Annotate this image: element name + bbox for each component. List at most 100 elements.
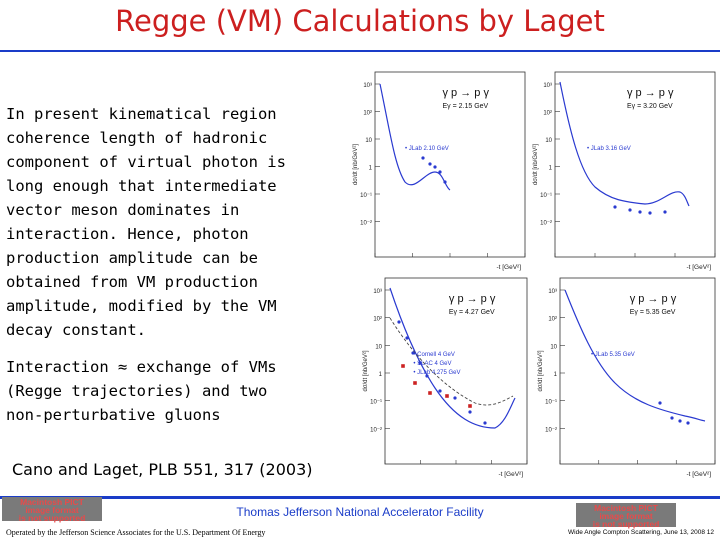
legend-entry: • JLab 3.16 GeV: [587, 146, 631, 152]
y-axis-label: dσ/dt [nb/GeV²]: [363, 350, 369, 391]
model-curve: [564, 289, 706, 422]
pict-line: is not supported: [592, 519, 660, 529]
y-tick-label: 10⁻²: [545, 427, 557, 433]
footer-operated-by: Operated by the Jefferson Science Associ…: [6, 528, 266, 537]
x-axis-label: -t [GeV²]: [498, 471, 523, 478]
y-axis-label: dσ/dt [nb/GeV²]: [538, 350, 544, 391]
unsupported-image-placeholder-right: Macintosh PICT image format is not suppo…: [576, 503, 676, 529]
y-tick-label: 1: [554, 372, 558, 378]
unsupported-image-placeholder-left: Macintosh PICT image format is not suppo…: [2, 497, 102, 523]
body-line: non-perturbative gluons: [6, 406, 221, 424]
legend-entry: • JLab 2.10 GeV: [405, 146, 449, 152]
body-line: decay constant.: [6, 321, 146, 339]
body-line: vector meson dominates in: [6, 201, 240, 219]
data-point: [628, 208, 632, 212]
pict-line: is not supported: [18, 513, 86, 523]
y-tick-label: 10²: [543, 111, 552, 117]
data-point-cornell: [445, 394, 449, 398]
body-line: Interaction ≈ exchange of VMs: [6, 358, 277, 376]
body-line: component of virtual photon is: [6, 153, 286, 171]
model-curve-dashed: [389, 317, 514, 406]
x-axis-label: -t [GeV²]: [496, 264, 521, 271]
pict-line: image format: [599, 511, 653, 521]
y-tick-label: 10: [375, 344, 382, 350]
y-tick-label: 10²: [548, 317, 557, 323]
data-point: [433, 165, 437, 169]
model-curve: [389, 287, 516, 429]
pict-line: Macintosh PICT: [594, 503, 658, 513]
cross-section-plots: 10³ 10² 10 1 10⁻¹ 10⁻² -t [GeV²] dσ/dt [nb/GeV²…: [345, 66, 720, 496]
body-line: amplitude, modified by the VM: [6, 297, 277, 315]
data-point: [670, 416, 674, 420]
legend-entry: • Cornell 4 GeV: [413, 352, 454, 358]
y-tick-label: 10⁻¹: [370, 400, 382, 406]
y-tick-label: 10: [365, 138, 372, 144]
y-tick-label: 10⁻²: [540, 221, 552, 227]
data-point: [425, 374, 429, 378]
y-tick-label: 10⁻²: [360, 221, 372, 227]
model-curve: [379, 83, 451, 191]
citation: Cano and Laget, PLB 551, 317 (2003): [12, 460, 313, 479]
model-curve: [559, 81, 690, 207]
data-point: [663, 210, 667, 214]
data-point: [686, 421, 690, 425]
y-tick-label: 10²: [363, 111, 372, 117]
data-point: [658, 401, 662, 405]
data-point: [411, 351, 415, 355]
y-tick-label: 10: [545, 138, 552, 144]
energy-label: Eγ = 4.27 GeV: [449, 309, 495, 316]
energy-label: Eγ = 5.35 GeV: [630, 309, 676, 316]
reaction-label: γ p → p γ: [449, 293, 496, 305]
y-tick-label: 10⁻¹: [540, 193, 552, 199]
y-tick-label: 10³: [543, 83, 552, 89]
data-point-cornell: [413, 381, 417, 385]
reaction-label: γ p → p γ: [627, 87, 674, 99]
plot-frame: [554, 71, 716, 258]
y-tick-label: 1: [369, 166, 373, 172]
body-line: obtained from VM production: [6, 273, 258, 291]
data-point-cornell: [401, 364, 405, 368]
slide-title: Regge (VM) Calculations by Laget: [115, 4, 605, 38]
body-line: long enough that intermediate: [6, 177, 277, 195]
reaction-label: γ p → p γ: [630, 293, 677, 305]
data-point-cornell: [468, 404, 472, 408]
y-axis-label: dσ/dt [nb/GeV²]: [533, 144, 539, 185]
data-point: [638, 210, 642, 214]
body-line: production amplitude can be: [6, 249, 258, 267]
body-line: (Regge trajectories) and two: [6, 382, 268, 400]
legend-entry: • JLab 4.275 GeV: [413, 370, 460, 376]
body-line: coherence length of hadronic: [6, 129, 268, 147]
body-line: interaction. Hence, photon: [6, 225, 249, 243]
data-point: [648, 211, 652, 215]
energy-label: Eγ = 2.15 GeV: [443, 103, 489, 110]
data-point: [468, 410, 472, 414]
data-point: [405, 336, 409, 340]
footer-lab-name: Thomas Jefferson National Accelerator Fa…: [236, 505, 484, 519]
plot-frame: [559, 277, 716, 465]
data-point: [483, 421, 487, 425]
legend-entry: • SLAC 4 GeV: [413, 361, 451, 367]
plots-svg: 10³ 10² 10 1 10⁻¹ 10⁻² -t [GeV²] dσ/dt [nb/GeV²…: [353, 71, 716, 478]
pict-line: image format: [25, 505, 79, 515]
energy-label: Eγ = 3.20 GeV: [627, 103, 673, 110]
data-point: [678, 419, 682, 423]
data-point: [613, 205, 617, 209]
title-underline: [0, 50, 720, 52]
x-axis-label: -t [GeV²]: [686, 471, 711, 478]
pict-line: Macintosh PICT: [20, 497, 84, 507]
data-point: [421, 156, 425, 160]
y-tick-label: 10³: [373, 289, 382, 295]
data-point: [397, 320, 401, 324]
reaction-label: γ p → p γ: [443, 87, 490, 99]
data-point: [438, 170, 442, 174]
y-tick-label: 10⁻¹: [360, 193, 372, 199]
body-line: In present kinematical region: [6, 105, 277, 123]
y-axis-label: dσ/dt [nb/GeV²]: [353, 144, 359, 185]
x-axis-label: -t [GeV²]: [686, 264, 711, 271]
y-tick-label: 10: [550, 344, 557, 350]
data-point: [438, 389, 442, 393]
data-point: [453, 396, 457, 400]
data-point-cornell: [428, 391, 432, 395]
y-tick-label: 10²: [373, 317, 382, 323]
footer-bar: [0, 496, 720, 499]
